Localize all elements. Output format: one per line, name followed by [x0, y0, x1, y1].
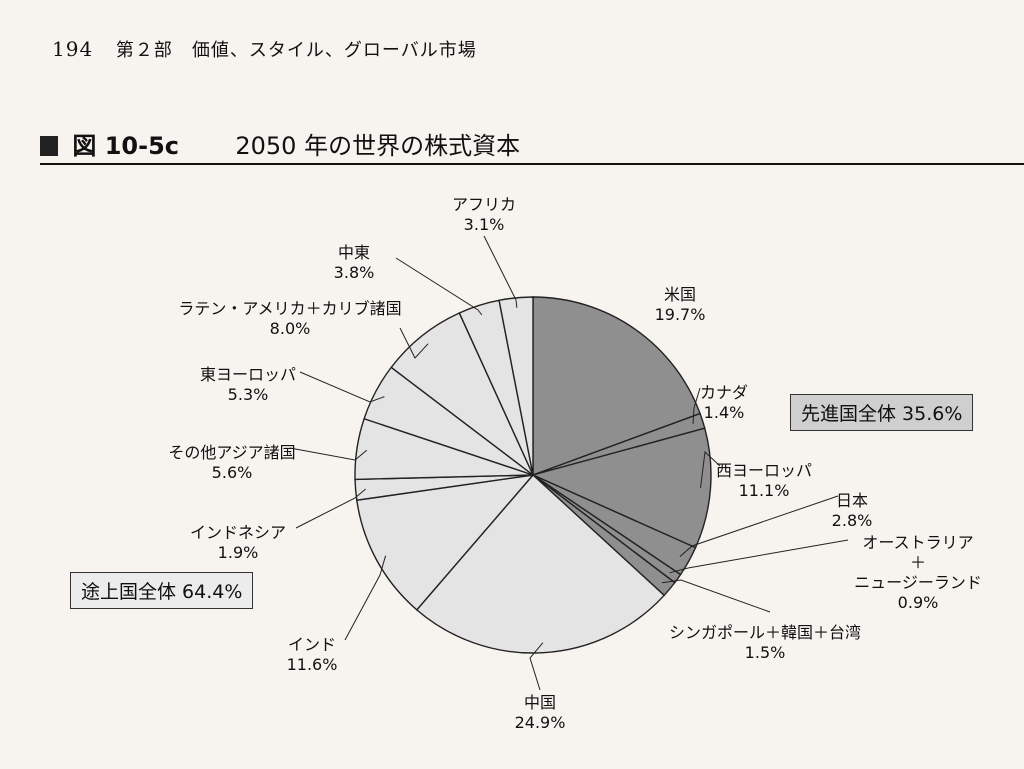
slice-label: オーストラリア＋ニュージーランド 0.9%: [854, 533, 982, 612]
leader-line: [395, 257, 483, 316]
pie-slice: [530, 427, 712, 549]
figure-label: 図 10-5c: [72, 132, 179, 160]
slice-label: インドネシア 1.9%: [190, 523, 286, 562]
page-header: 194 第２部 価値、スタイル、グローバル市場: [52, 36, 477, 62]
leader-line: [289, 447, 368, 461]
slice-label: 東ヨーロッパ 5.3%: [200, 365, 296, 404]
title-rule: [40, 163, 1024, 165]
developing-total-box: 途上国全体 64.4%: [70, 572, 254, 609]
page-number: 194: [52, 37, 94, 61]
leader-line: [700, 450, 721, 489]
developed-total-box: 先進国全体 35.6%: [790, 394, 974, 431]
slice-label: インド 11.6%: [287, 635, 338, 674]
figure-title-row: 図 10-5c 2050 年の世界の株式資本: [40, 126, 1024, 161]
slice-label: カナダ 1.4%: [700, 383, 748, 422]
square-bullet-icon: [40, 136, 58, 156]
slice-label: シンガポール＋韓国＋台湾 1.5%: [669, 623, 861, 662]
leader-line: [692, 387, 701, 424]
section-title: 第２部 価値、スタイル、グローバル市場: [115, 40, 477, 61]
slice-label: 中国 24.9%: [515, 693, 566, 732]
leader-line: [661, 579, 771, 613]
leader-line: [399, 327, 429, 359]
slice-label: 米国 19.7%: [655, 285, 706, 324]
pie-slice: [415, 473, 666, 654]
slice-label: その他アジア諸国 5.6%: [168, 443, 295, 482]
leader-line: [344, 555, 387, 641]
slice-label: 中東 3.8%: [334, 243, 375, 282]
leader-line: [295, 488, 366, 529]
pie-slice: [498, 296, 534, 476]
leader-line: [679, 495, 839, 557]
pie-slice: [532, 296, 701, 477]
leader-line: [483, 235, 518, 308]
leader-line: [299, 371, 385, 403]
slice-label: アフリカ 3.1%: [452, 195, 516, 234]
leader-line: [669, 539, 849, 574]
leader-line: [529, 642, 544, 691]
leader-lines: [289, 235, 849, 691]
pie-slices: [354, 296, 712, 654]
slice-labels: 米国 19.7% カナダ 1.4% 西ヨーロッパ 11.1% 日本 2.8%オーストラリア＋ニ…: [168, 195, 982, 732]
slice-label: 西ヨーロッパ 11.1%: [716, 461, 812, 500]
slice-label: ラテン・アメリカ＋カリブ諸国 8.0%: [178, 299, 401, 338]
pie-slice: [356, 474, 535, 611]
figure-title: 2050 年の世界の株式資本: [235, 132, 521, 160]
slice-label: 日本 2.8%: [832, 491, 873, 530]
